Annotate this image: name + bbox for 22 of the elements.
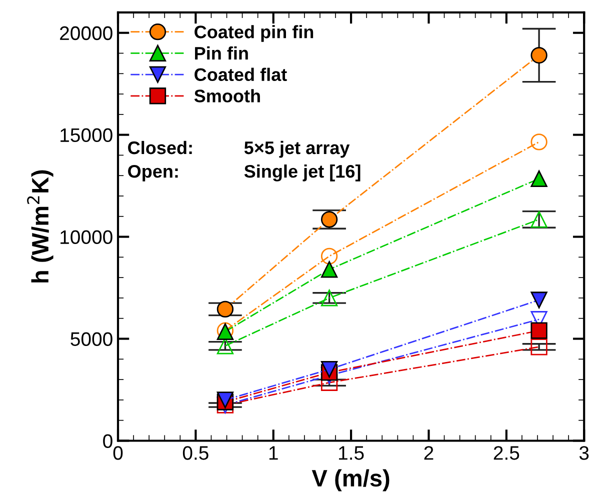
legend-label: Coated flat [194, 68, 287, 82]
x-tick-label: 1.5 [339, 446, 364, 460]
x-axis-title: V (m/s) [312, 469, 390, 492]
annotation: Single jet [16] [244, 164, 360, 182]
x-tick-label: 2.5 [494, 446, 520, 460]
x-tick-label: 1 [269, 446, 278, 460]
legend-label: Pin fin [195, 46, 248, 60]
legend-label: Smooth [194, 89, 260, 102]
y-tick-label: 20000 [60, 26, 112, 40]
x-tick-label: 3 [579, 446, 589, 460]
x-tick-label: 0.5 [182, 446, 208, 460]
y-tick-label: 15000 [60, 128, 112, 142]
annotation: 5×5 jet array [244, 140, 350, 158]
annotation: Open: [128, 164, 178, 182]
y-axis-title: h (W/m$^{2}$K) [27, 170, 54, 282]
y-tick-label: 10000 [60, 230, 112, 244]
x-tick-label: 2 [424, 446, 434, 460]
annotation: Closed: [128, 140, 192, 154]
legend-label: Coated pin fin [194, 25, 314, 42]
x-tick-label: 0 [113, 446, 123, 460]
y-tick-label: 0 [103, 434, 112, 448]
y-tick-label: 5000 [70, 332, 112, 346]
